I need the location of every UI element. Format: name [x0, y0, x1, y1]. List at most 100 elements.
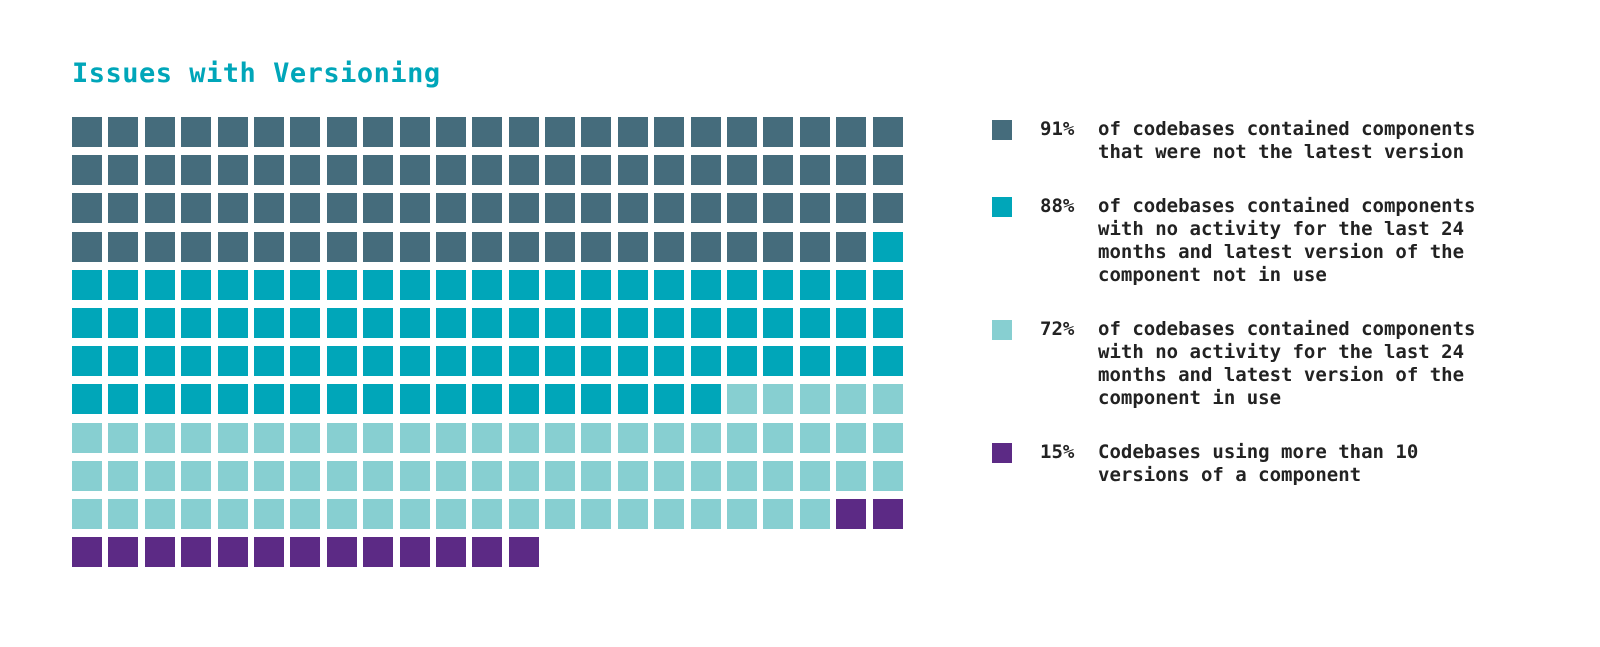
waffle-cell-3 — [872, 460, 903, 491]
waffle-cell-2 — [872, 269, 903, 300]
legend-swatch — [992, 120, 1012, 140]
waffle-cell-1 — [326, 193, 357, 224]
waffle-cell-3 — [508, 422, 539, 453]
waffle-cell-2 — [836, 269, 867, 300]
waffle-cell-1 — [545, 117, 576, 147]
waffle-cell-2 — [144, 346, 175, 377]
waffle-cell-4 — [217, 537, 248, 568]
waffle-cell-4 — [144, 537, 175, 568]
waffle-cell-1 — [836, 193, 867, 224]
waffle-cell-1 — [472, 117, 503, 147]
waffle-cell-1 — [290, 231, 321, 262]
waffle-cell-2 — [799, 346, 830, 377]
legend-percent: 91% — [1040, 118, 1075, 140]
legend-line: months and latest version of the — [1098, 364, 1465, 386]
waffle-cell-1 — [508, 155, 539, 186]
waffle-cell-2 — [617, 307, 648, 338]
waffle-cell-3 — [326, 422, 357, 453]
waffle-cell-1 — [290, 117, 321, 147]
waffle-cell-3 — [326, 460, 357, 491]
legend-line: months and latest version of the — [1098, 241, 1465, 263]
waffle-cell-2 — [253, 307, 284, 338]
waffle-cell-2 — [581, 384, 612, 415]
waffle-cell-3 — [654, 498, 685, 529]
waffle-grid — [72, 117, 910, 568]
waffle-cell-3 — [108, 498, 139, 529]
waffle-cell-2 — [872, 346, 903, 377]
waffle-cell-2 — [108, 384, 139, 415]
waffle-cell-2 — [290, 307, 321, 338]
waffle-cell-2 — [690, 269, 721, 300]
legend-line: of codebases contained components — [1098, 195, 1476, 217]
waffle-cell-1 — [326, 231, 357, 262]
waffle-cell-2 — [144, 307, 175, 338]
waffle-cell-1 — [290, 155, 321, 186]
waffle-cell-3 — [144, 498, 175, 529]
waffle-cell-3 — [472, 460, 503, 491]
waffle-cell-2 — [690, 346, 721, 377]
waffle-cell-1 — [108, 193, 139, 224]
legend-line: component not in use — [1098, 264, 1327, 286]
waffle-cell-1 — [253, 231, 284, 262]
waffle-cell-2 — [508, 384, 539, 415]
waffle-cell-3 — [290, 460, 321, 491]
waffle-cell-3 — [617, 460, 648, 491]
waffle-cell-2 — [108, 307, 139, 338]
legend-percent: 88% — [1040, 195, 1075, 217]
waffle-cell-2 — [472, 384, 503, 415]
waffle-cell-2 — [290, 269, 321, 300]
waffle-cell-1 — [217, 155, 248, 186]
waffle-cell-3 — [326, 498, 357, 529]
waffle-cell-3 — [363, 498, 394, 529]
waffle-cell-1 — [617, 231, 648, 262]
waffle-cell-1 — [763, 193, 794, 224]
waffle-cell-1 — [799, 231, 830, 262]
waffle-cell-1 — [581, 155, 612, 186]
waffle-cell-2 — [326, 384, 357, 415]
waffle-cell-3 — [399, 498, 430, 529]
waffle-cell-3 — [545, 460, 576, 491]
waffle-cell-4 — [399, 537, 430, 568]
waffle-cell-1 — [799, 155, 830, 186]
waffle-cell-2 — [654, 384, 685, 415]
waffle-cell-2 — [581, 269, 612, 300]
waffle-cell-2 — [727, 346, 758, 377]
waffle-cell-1 — [690, 231, 721, 262]
waffle-cell-2 — [253, 384, 284, 415]
waffle-cell-2 — [326, 307, 357, 338]
waffle-cell-2 — [545, 384, 576, 415]
legend-line: of codebases contained components — [1098, 118, 1476, 140]
waffle-cell-1 — [217, 117, 248, 147]
waffle-cell-2 — [508, 346, 539, 377]
waffle-cell-2 — [617, 346, 648, 377]
waffle-cell-1 — [72, 117, 102, 147]
waffle-cell-2 — [72, 384, 102, 415]
waffle-cell-3 — [508, 460, 539, 491]
waffle-cell-4 — [108, 537, 139, 568]
waffle-cell-1 — [253, 117, 284, 147]
waffle-cell-1 — [508, 193, 539, 224]
waffle-cell-2 — [836, 307, 867, 338]
waffle-cell-2 — [290, 346, 321, 377]
waffle-cell-3 — [872, 422, 903, 453]
waffle-cell-2 — [399, 384, 430, 415]
waffle-cell-4 — [435, 537, 466, 568]
waffle-cell-2 — [217, 269, 248, 300]
waffle-cell-1 — [799, 117, 830, 147]
waffle-cell-4 — [872, 498, 903, 529]
waffle-cell-1 — [72, 231, 102, 262]
waffle-cell-3 — [399, 422, 430, 453]
waffle-cell-1 — [690, 193, 721, 224]
waffle-cell-2 — [435, 307, 466, 338]
waffle-cell-3 — [217, 422, 248, 453]
legend-line: Codebases using more than 10 — [1098, 441, 1419, 463]
waffle-cell-1 — [545, 193, 576, 224]
waffle-cell-2 — [508, 269, 539, 300]
waffle-cell-2 — [181, 307, 212, 338]
waffle-cell-2 — [581, 346, 612, 377]
legend-item: 88% of codebases contained components with… — [992, 195, 1582, 287]
waffle-cell-2 — [144, 384, 175, 415]
waffle-cell-3 — [217, 460, 248, 491]
waffle-cell-3 — [872, 384, 903, 415]
waffle-cell-3 — [253, 422, 284, 453]
